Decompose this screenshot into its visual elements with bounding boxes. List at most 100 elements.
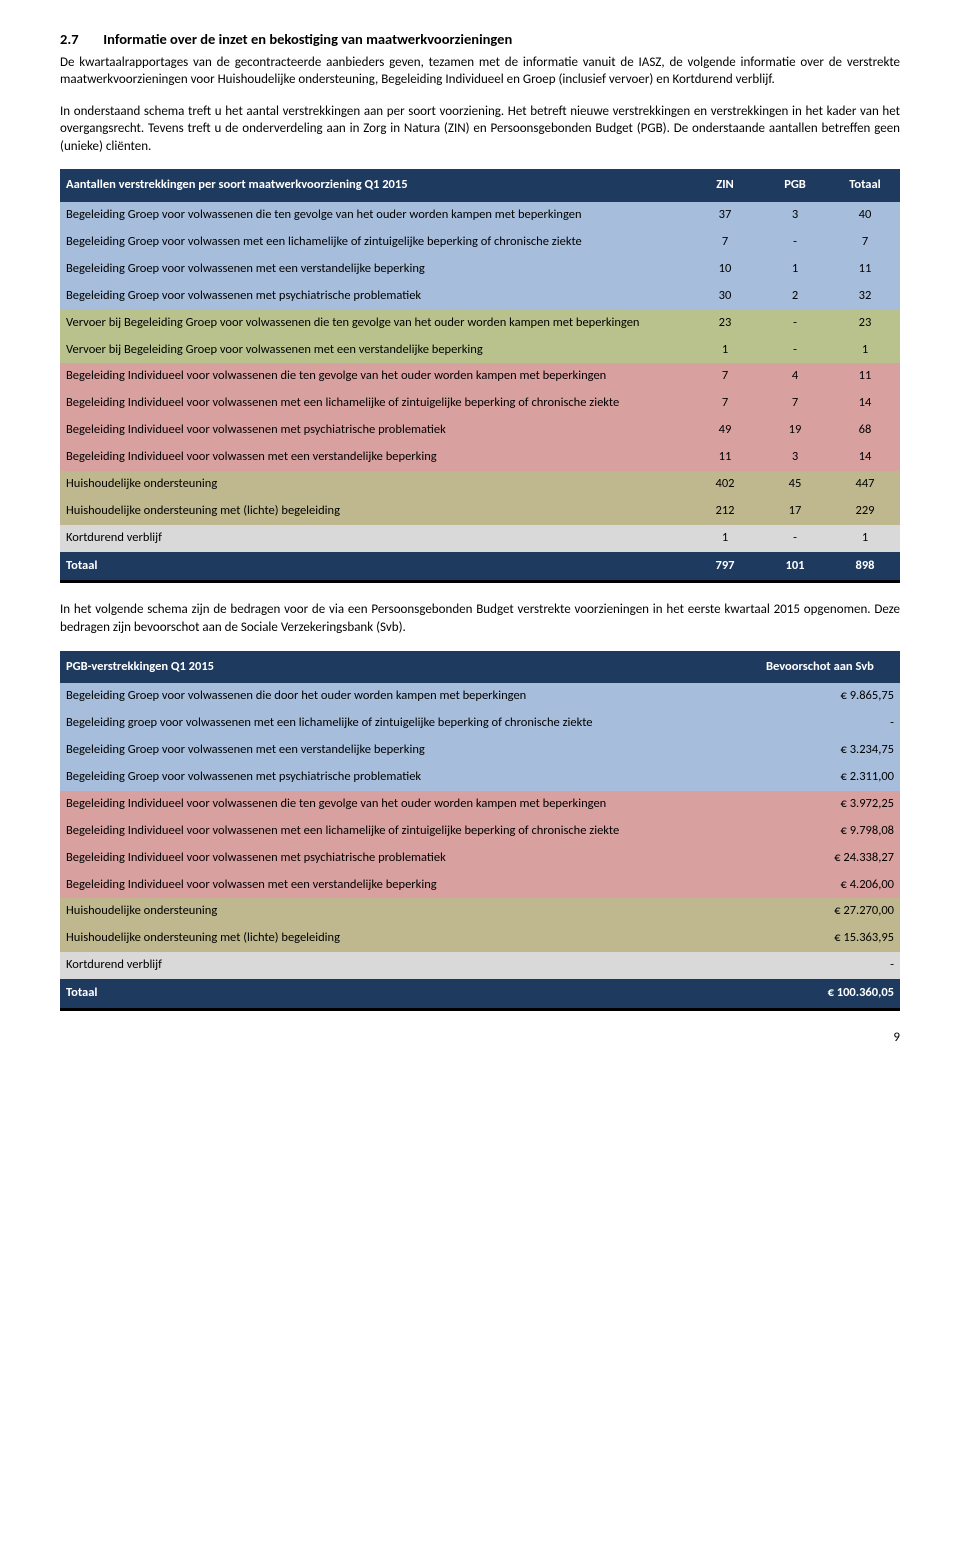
table2-header: PGB-verstrekkingen Q1 2015 Bevoorschot a…	[60, 651, 900, 684]
row-tot: 1	[830, 525, 900, 552]
total2-label: Totaal	[60, 979, 760, 1009]
row-zin: 7	[690, 390, 760, 417]
table-row: Begeleiding Individueel voor volwassenen…	[60, 845, 900, 872]
row-label: Vervoer bij Begeleiding Groep voor volwa…	[60, 310, 690, 337]
row-label: Begeleiding Individueel voor volwassenen…	[60, 390, 690, 417]
table-row: Huishoudelijke ondersteuning40245447	[60, 471, 900, 498]
row-pgb: 3	[760, 202, 830, 229]
row-amt: € 3.972,25	[760, 791, 900, 818]
row-label: Begeleiding Individueel voor volwassen m…	[60, 444, 690, 471]
row-amt: € 24.338,27	[760, 845, 900, 872]
row-label: Kortdurend verblijf	[60, 525, 690, 552]
row-zin: 37	[690, 202, 760, 229]
row-zin: 11	[690, 444, 760, 471]
row-amt: € 4.206,00	[760, 872, 900, 899]
row-pgb: -	[760, 229, 830, 256]
row-tot: 229	[830, 498, 900, 525]
row-zin: 7	[690, 229, 760, 256]
table-pgb: PGB-verstrekkingen Q1 2015 Bevoorschot a…	[60, 651, 900, 1011]
table-row: Begeleiding Groep voor volwassenen met p…	[60, 283, 900, 310]
table-row: Begeleiding Groep voor volwassenen met e…	[60, 737, 900, 764]
row-amt: € 9.798,08	[760, 818, 900, 845]
paragraph-1: De kwartaalrapportages van de gecontract…	[60, 54, 900, 89]
row-tot: 447	[830, 471, 900, 498]
row-label: Begeleiding Individueel voor volwassenen…	[60, 363, 690, 390]
row-tot: 68	[830, 417, 900, 444]
row-label: Huishoudelijke ondersteuning met (lichte…	[60, 498, 690, 525]
table-row: Begeleiding Individueel voor volwassenen…	[60, 363, 900, 390]
col-zin: ZIN	[690, 169, 760, 202]
row-amt: -	[760, 952, 900, 979]
table-verstrekkingen: Aantallen verstrekkingen per soort maatw…	[60, 169, 900, 583]
table-row: Begeleiding Groep voor volwassenen met p…	[60, 764, 900, 791]
row-pgb: 45	[760, 471, 830, 498]
row-label: Vervoer bij Begeleiding Groep voor volwa…	[60, 337, 690, 364]
row-label: Begeleiding Individueel voor volwassenen…	[60, 791, 760, 818]
table-row: Huishoudelijke ondersteuning€ 27.270,00	[60, 898, 900, 925]
table-row: Begeleiding Individueel voor volwassenen…	[60, 791, 900, 818]
row-pgb: 3	[760, 444, 830, 471]
table1-title: Aantallen verstrekkingen per soort maatw…	[60, 169, 690, 202]
total-label: Totaal	[60, 552, 690, 582]
table-row: Begeleiding groep voor volwassenen met e…	[60, 710, 900, 737]
row-zin: 1	[690, 525, 760, 552]
table-row: Begeleiding Individueel voor volwassen m…	[60, 444, 900, 471]
row-tot: 11	[830, 363, 900, 390]
table1-header: Aantallen verstrekkingen per soort maatw…	[60, 169, 900, 202]
row-pgb: 19	[760, 417, 830, 444]
total2-amt: € 100.360,05	[760, 979, 900, 1009]
row-zin: 49	[690, 417, 760, 444]
page-number: 9	[60, 1029, 900, 1047]
table-row: Begeleiding Individueel voor volwassenen…	[60, 390, 900, 417]
row-zin: 30	[690, 283, 760, 310]
row-zin: 212	[690, 498, 760, 525]
row-label: Begeleiding Groep voor volwassenen met e…	[60, 256, 690, 283]
table-row: Huishoudelijke ondersteuning met (lichte…	[60, 925, 900, 952]
table-row: Begeleiding Individueel voor volwassenen…	[60, 417, 900, 444]
row-label: Begeleiding Groep voor volwassen met een…	[60, 229, 690, 256]
col-totaal: Totaal	[830, 169, 900, 202]
row-pgb: 7	[760, 390, 830, 417]
table-row: Begeleiding Individueel voor volwassenen…	[60, 818, 900, 845]
table-row: Kortdurend verblijf1-1	[60, 525, 900, 552]
row-label: Begeleiding Groep voor volwassenen met p…	[60, 283, 690, 310]
total-zin: 797	[690, 552, 760, 582]
row-label: Begeleiding Groep voor volwassenen met p…	[60, 764, 760, 791]
section-title: Informatie over de inzet en bekostiging …	[103, 30, 512, 48]
row-label: Begeleiding Individueel voor volwassenen…	[60, 417, 690, 444]
row-tot: 7	[830, 229, 900, 256]
table2-title: PGB-verstrekkingen Q1 2015	[60, 651, 760, 684]
row-label: Huishoudelijke ondersteuning	[60, 471, 690, 498]
row-label: Begeleiding Groep voor volwassenen die d…	[60, 683, 760, 710]
row-zin: 1	[690, 337, 760, 364]
row-pgb: 17	[760, 498, 830, 525]
row-tot: 1	[830, 337, 900, 364]
row-pgb: 1	[760, 256, 830, 283]
row-amt: € 9.865,75	[760, 683, 900, 710]
row-tot: 32	[830, 283, 900, 310]
table-row: Kortdurend verblijf-	[60, 952, 900, 979]
row-label: Begeleiding Individueel voor volwassen m…	[60, 872, 760, 899]
paragraph-2: In onderstaand schema treft u het aantal…	[60, 103, 900, 156]
row-label: Huishoudelijke ondersteuning met (lichte…	[60, 925, 760, 952]
row-label: Kortdurend verblijf	[60, 952, 760, 979]
row-amt: € 27.270,00	[760, 898, 900, 925]
row-zin: 10	[690, 256, 760, 283]
row-tot: 11	[830, 256, 900, 283]
row-label: Begeleiding groep voor volwassenen met e…	[60, 710, 760, 737]
table-row: Begeleiding Groep voor volwassenen die d…	[60, 683, 900, 710]
row-zin: 402	[690, 471, 760, 498]
table-row: Vervoer bij Begeleiding Groep voor volwa…	[60, 310, 900, 337]
row-zin: 7	[690, 363, 760, 390]
col-pgb: PGB	[760, 169, 830, 202]
row-pgb: -	[760, 337, 830, 364]
paragraph-3: In het volgende schema zijn de bedragen …	[60, 601, 900, 636]
row-amt: € 15.363,95	[760, 925, 900, 952]
row-tot: 14	[830, 444, 900, 471]
row-amt: € 3.234,75	[760, 737, 900, 764]
row-tot: 23	[830, 310, 900, 337]
row-pgb: -	[760, 310, 830, 337]
row-pgb: -	[760, 525, 830, 552]
section-heading: 2.7 Informatie over de inzet en bekostig…	[60, 30, 900, 50]
row-tot: 14	[830, 390, 900, 417]
